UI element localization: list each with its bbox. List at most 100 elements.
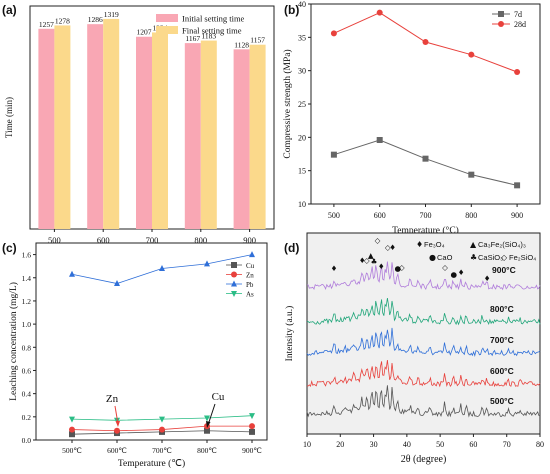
bar-final [200,40,217,229]
plot-frame [310,3,541,205]
data-point-28d [514,69,521,75]
y-tick-label: 20 [298,133,306,142]
bar-value-label: 1167 [185,34,200,43]
x-tick-label: 800℃ [197,446,217,455]
plot-frame [306,232,541,435]
temperature-label: 700°C [490,335,514,345]
peak-symbol: ♦ [378,262,385,271]
annotation-zn: Zn [106,393,119,405]
bar-value-label: 1207 [137,28,152,37]
legend-label: Fe₂SiO₄ [509,253,536,262]
x-tick-label: 500 [328,211,340,220]
y-tick-label: 0.0 [22,436,32,445]
bar-value-label: 1278 [55,16,70,25]
y-tick-label: 1.4 [22,274,32,283]
xrd-trace-1 [307,359,541,388]
panel-label: (b) [284,3,299,17]
bar-final [54,25,71,229]
xrd-trace-0 [306,385,541,418]
bar-value-label: 1257 [39,20,54,29]
y-tick-label: 35 [298,33,306,42]
legend-label: Zn [246,272,254,280]
y-axis-title: Compressive strength (MPa) [282,49,293,158]
data-point-Pb [249,251,255,258]
x-tick-label: 500 [48,235,61,245]
legend-label: Cu [246,262,255,270]
x-tick-label: 800 [465,211,477,220]
data-point-28d [468,51,475,58]
bar-value-label: 1183 [201,32,216,41]
y-tick-label: 0.2 [22,413,32,422]
temperature-label: 800°C [490,304,514,314]
y-tick-label: 0.6 [22,366,32,375]
legend-symbol: ♦ [416,240,423,249]
legend-label: Ca₃Fe₂(SiO₄)₃ [478,240,526,249]
xrd-trace-3 [306,297,541,326]
x-tick-label: 900 [243,235,256,245]
bar-initial [136,36,152,229]
panel-c: (c) 500℃ 600℃ 700℃ 800℃ 900℃ 0.0 0.2 0.4 0.6 0.8 1.… [2,241,268,469]
x-tick-label: 900℃ [242,446,262,455]
y-axis-title: Time (min) [4,97,14,138]
data-point-7d [468,171,475,178]
peak-symbol: ♣ [371,257,378,266]
peak-symbol: ♦ [458,268,465,277]
legend-marker [231,291,237,297]
data-point-7d [376,137,383,143]
bar-initial [87,24,104,230]
bar-final [152,32,168,229]
x-tick-label: 600℃ [107,446,127,455]
legend-label: Final setting time [182,26,242,36]
bar-value-label: 1319 [104,10,119,19]
data-point-As [159,416,165,423]
temperature-label: 500°C [490,396,514,406]
y-tick-label: 0.4 [22,390,32,399]
x-tick-label: 600 [374,211,386,220]
data-point-Pb [114,280,120,287]
annotation-arrow-cu [207,403,216,426]
x-tick-label: 30 [370,440,378,449]
x-tick-label: 20 [336,440,344,449]
annotation-arrowhead-zn [115,421,120,427]
y-tick-label: 1.0 [22,320,32,329]
x-tick-label: 900 [511,211,523,220]
x-tick-label: 70 [503,440,511,449]
x-tick-label: 800 [194,235,207,245]
panel-label: (c) [2,241,17,255]
bar-value-label: 1157 [250,36,265,45]
peak-symbol: ♦ [331,264,338,273]
x-tick-label: 50 [436,440,444,449]
legend-symbol: ◇ [501,253,508,262]
panel-a: (a)1257127850012861319600120712347001167… [2,3,275,258]
data-point-28d [422,39,429,45]
y-tick-label: 25 [298,100,306,109]
legend-swatch [156,14,178,22]
data-point-Cu [204,427,210,434]
annotation-arrowhead-cu [206,421,211,428]
peak-symbol: ◇ [375,236,381,245]
data-point-Zn [114,427,120,434]
annotation-cu: Cu [212,391,225,403]
y-tick-label: 1.2 [22,297,32,306]
data-point-Pb [204,260,210,267]
panel-b: (b) 500 600 700 800 900 10 15 20 25 30 35 40 Temperat… [282,0,541,236]
data-point-As [69,416,75,423]
peak-symbol: ● [395,264,402,273]
data-point-28d [376,9,383,16]
x-tick-label: 700℃ [152,446,172,455]
bar-final [249,44,266,230]
x-tick-label: 500℃ [62,446,82,455]
data-point-As [249,413,255,420]
legend-label: 28d [514,20,526,29]
legend-label: 7d [514,10,522,19]
x-axis-title: 2θ (degree) [401,454,447,465]
temperature-label: 600°C [490,366,514,376]
peak-symbol: ◇ [385,243,391,252]
data-point-Pb [69,270,75,277]
data-point-Pb [159,264,165,271]
peak-symbol: ◇ [442,263,448,272]
legend-label: Pb [246,281,254,289]
legend-marker [231,280,237,287]
peak-symbol: ◇ [364,256,370,265]
